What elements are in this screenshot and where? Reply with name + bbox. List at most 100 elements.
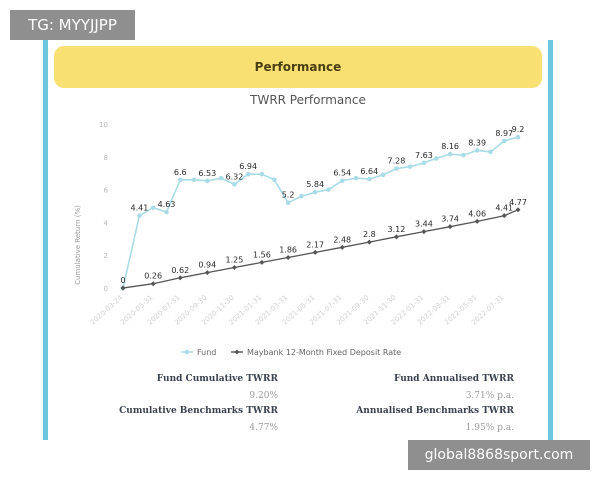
benchmark-point — [231, 265, 237, 270]
benchmark-point — [150, 281, 156, 287]
benchmark-data-label: 4.77 — [509, 198, 527, 207]
benchmark-data-label: 2.48 — [333, 235, 351, 244]
bench-cumulative-value: 4.77% — [249, 423, 278, 433]
fund-data-label: 4.63 — [158, 200, 176, 209]
fund-point — [447, 151, 453, 157]
fund-point — [191, 177, 197, 183]
benchmark-point — [312, 249, 318, 255]
fund-data-label: 8.16 — [441, 142, 459, 151]
card-frame: Performance TWRR Performance Cumulative … — [43, 40, 553, 440]
benchmark-data-label: 2.17 — [306, 240, 324, 249]
benchmark-data-label: 3.44 — [415, 220, 433, 229]
benchmark-point — [447, 224, 453, 230]
fund-point — [380, 172, 386, 178]
fund-point — [407, 164, 413, 169]
y-tick-label: 8 — [104, 154, 108, 162]
fund-cumulative-title: Fund Cumulative TWRR — [156, 374, 278, 384]
benchmark-line — [122, 209, 519, 289]
bench-cumulative-title: Cumulative Benchmarks TWRR — [119, 406, 278, 416]
fund-point — [312, 189, 318, 195]
stats-panel: Fund Cumulative TWRR 9.20% Cumulative Be… — [48, 370, 548, 440]
benchmark-point — [474, 218, 480, 224]
benchmark-data-label: 0.62 — [171, 266, 189, 275]
benchmark-data-label: 3.74 — [441, 215, 459, 224]
fund-point — [461, 152, 466, 158]
watermark-site: global8868sport.com — [408, 440, 590, 470]
benchmark-data-label: 0.94 — [198, 261, 216, 270]
benchmark-point — [366, 239, 372, 245]
bench-annualised-value: 1.95% p.a. — [465, 423, 514, 433]
fund-point — [218, 175, 224, 181]
benchmark-data-label: 2.8 — [363, 230, 376, 239]
fund-cumulative-value: 9.20% — [249, 391, 278, 401]
y-tick-label: 10 — [99, 121, 108, 129]
fund-annualised-title: Fund Annualised TWRR — [393, 374, 514, 384]
fund-point — [177, 177, 183, 183]
fund-point — [339, 178, 345, 184]
fund-point — [259, 171, 265, 177]
legend-fund-marker — [184, 349, 190, 355]
legend-benchmark-marker — [234, 349, 240, 355]
y-tick-label: 2 — [104, 252, 108, 260]
fund-data-label: 7.63 — [415, 151, 433, 160]
fund-point — [232, 182, 237, 187]
fund-point — [245, 171, 251, 177]
y-tick-label: 6 — [104, 187, 109, 195]
fund-point — [501, 138, 507, 144]
fund-point — [353, 175, 359, 181]
fund-data-label: 9.2 — [512, 125, 525, 134]
fund-annualised-value: 3.71% p.a. — [465, 391, 514, 401]
fund-point — [326, 187, 331, 192]
y-tick-label: 0 — [104, 285, 108, 293]
y-tick-label: 4 — [104, 219, 109, 227]
legend-fund: Fund — [197, 348, 216, 357]
twrr-chart: TWRR Performance Cumulative Return (%) 0… — [74, 93, 527, 357]
fund-point — [434, 156, 439, 161]
fund-point — [394, 166, 399, 171]
fund-data-label: 4.41 — [131, 204, 149, 213]
fund-point — [150, 205, 156, 210]
performance-header: Performance — [54, 46, 542, 88]
performance-card: Performance TWRR Performance Cumulative … — [48, 40, 548, 440]
fund-data-label: 0 — [120, 276, 125, 285]
fund-data-label: 8.39 — [468, 138, 486, 147]
benchmark-point — [285, 254, 291, 260]
benchmark-point — [339, 244, 345, 250]
fund-point — [272, 177, 277, 183]
fund-point — [205, 178, 210, 184]
benchmark-data-label: 1.56 — [253, 250, 271, 259]
benchmark-data-label: 1.25 — [225, 256, 243, 265]
legend-benchmark: Maybank 12-Month Fixed Deposit Rate — [247, 348, 401, 357]
fund-data-label: 6.64 — [360, 167, 378, 176]
fund-point — [285, 200, 291, 206]
fund-data-label: 5.2 — [282, 191, 295, 200]
benchmark-point — [421, 229, 427, 235]
fund-point — [515, 134, 521, 140]
benchmark-point — [204, 270, 210, 276]
y-axis-label: Cumulative Return (%) — [74, 205, 82, 285]
fund-point — [488, 149, 493, 155]
fund-data-label: 5.84 — [306, 180, 324, 189]
benchmark-point — [515, 207, 521, 213]
benchmark-data-label: 0.26 — [144, 272, 162, 281]
benchmark-data-label: 4.06 — [468, 209, 486, 218]
fund-data-label: 7.28 — [387, 157, 405, 166]
chart-title: TWRR Performance — [249, 93, 366, 107]
fund-point — [421, 160, 427, 166]
fund-data-label: 6.32 — [225, 172, 243, 181]
fund-point — [367, 176, 372, 182]
fund-point — [474, 148, 480, 153]
fund-data-label: 6.94 — [239, 162, 257, 171]
benchmark-point — [177, 275, 183, 281]
benchmark-data-label: 3.12 — [387, 225, 405, 234]
fund-data-label: 8.97 — [495, 129, 513, 138]
bench-annualised-title: Annualised Benchmarks TWRR — [356, 406, 514, 416]
benchmark-point — [259, 259, 265, 265]
benchmark-point — [501, 213, 507, 219]
benchmark-data-label: 4.41 — [495, 204, 513, 213]
benchmark-data-label: 1.86 — [279, 245, 297, 254]
fund-point — [137, 213, 142, 218]
fund-data-label: 6.6 — [174, 168, 187, 177]
fund-point — [299, 193, 304, 199]
benchmark-point — [393, 234, 399, 240]
